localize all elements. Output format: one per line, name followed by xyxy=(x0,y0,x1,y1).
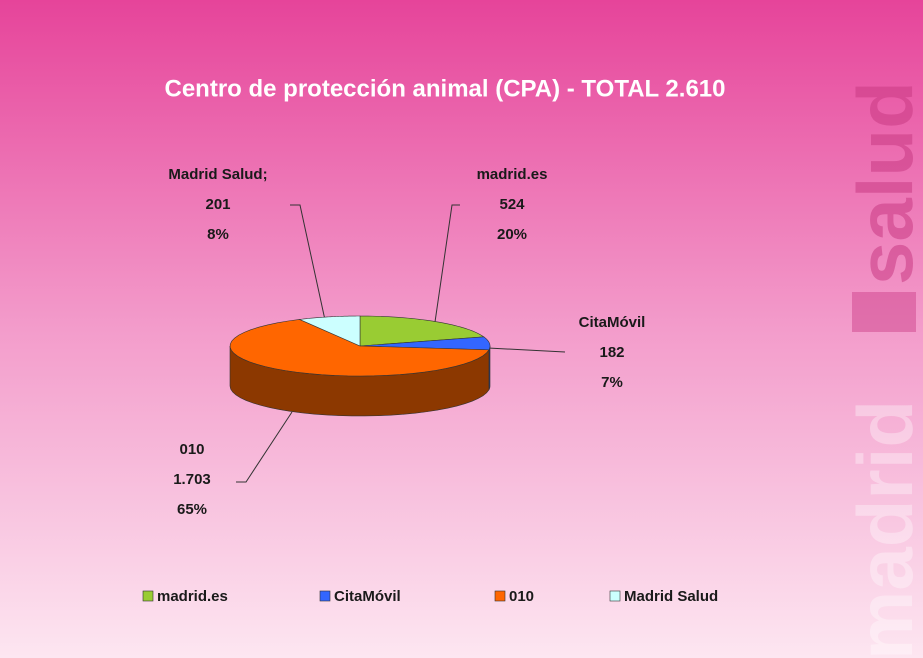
watermark: madrid xyxy=(841,400,923,658)
data-label-percent: 8% xyxy=(207,226,229,243)
legend-swatch xyxy=(609,590,621,602)
pie-slice xyxy=(229,319,490,377)
data-label-value: 182 xyxy=(599,344,624,361)
pie-slice xyxy=(359,315,485,347)
pie-slice xyxy=(298,315,361,347)
chart-title: Centro de protección animal (CPA) - TOTA… xyxy=(165,75,726,102)
data-label-value: 1.703 xyxy=(173,471,211,488)
watermark: salud xyxy=(841,81,923,285)
legend-swatch xyxy=(142,590,154,602)
data-label-value: 524 xyxy=(499,196,525,213)
leader-line xyxy=(290,204,326,321)
legend-swatch xyxy=(494,590,506,602)
leader-line xyxy=(487,347,566,353)
data-label-percent: 65% xyxy=(177,501,207,518)
legend-label: 010 xyxy=(509,588,534,605)
legend-label: madrid.es xyxy=(157,588,228,605)
logo-block xyxy=(852,292,916,332)
data-label-name: Madrid Salud; xyxy=(168,166,267,183)
data-label-percent: 20% xyxy=(497,226,527,243)
legend-label: CitaMóvil xyxy=(334,588,401,605)
legend-label: Madrid Salud xyxy=(624,588,718,605)
legend-swatch xyxy=(319,590,331,602)
data-label-name: madrid.es xyxy=(477,166,548,183)
data-label-name: 010 xyxy=(179,441,204,458)
data-label-name: CitaMóvil xyxy=(579,314,646,331)
leader-line xyxy=(236,411,293,483)
data-label-percent: 7% xyxy=(601,374,623,391)
pie-slice xyxy=(359,336,491,351)
leader-line xyxy=(434,204,460,323)
data-label-value: 201 xyxy=(205,196,230,213)
